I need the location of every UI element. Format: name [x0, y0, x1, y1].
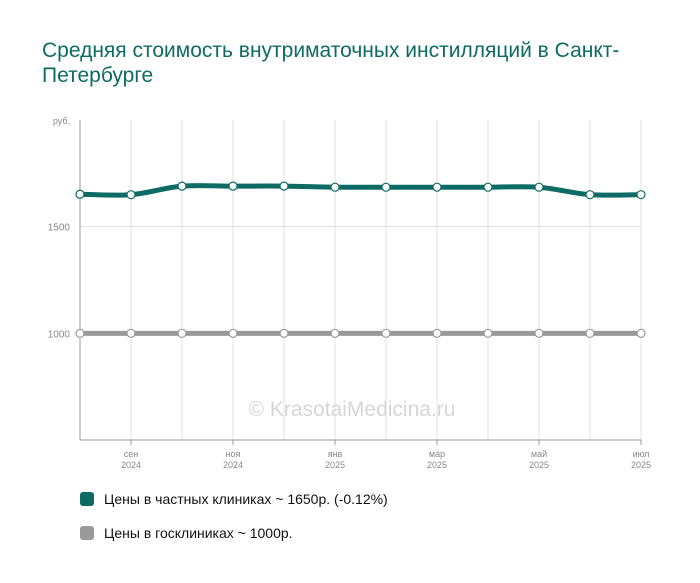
legend-item-private[interactable]: Цены в частных клиниках ~ 1650р. (-0.12%… [80, 488, 388, 510]
tick-labels: 10001500руб.сен2024ноя2024янв2025мар2025… [48, 116, 651, 470]
legend-label-private: Цены в частных клиниках ~ 1650р. (-0.12%… [104, 491, 388, 507]
data-point-private [432, 182, 442, 192]
y-tick-label: 1500 [48, 223, 71, 234]
legend-swatch-public [80, 526, 94, 540]
data-point-private [585, 190, 595, 200]
data-point-private [330, 182, 340, 192]
data-point-public [126, 328, 136, 338]
data-point-private [381, 182, 391, 192]
data-point-public [483, 328, 493, 338]
x-tick-year: 2025 [529, 460, 549, 470]
data-point-private [636, 190, 646, 200]
legend-item-public[interactable]: Цены в госклиниках ~ 1000р. [80, 522, 388, 544]
data-point-private [483, 182, 493, 192]
x-tick-label: май [531, 449, 547, 459]
y-unit-label: руб. [53, 116, 70, 126]
axes [79, 120, 642, 445]
x-tick-label: мар [429, 449, 445, 459]
x-tick-year: 2024 [121, 460, 141, 470]
x-tick-year: 2025 [631, 460, 651, 470]
legend-swatch-private [80, 492, 94, 506]
chart-title: Средняя стоимость внутриматочных инстилл… [42, 39, 620, 87]
data-point-public [279, 328, 289, 338]
data-point-public [534, 328, 544, 338]
y-tick-label: 1000 [48, 329, 71, 340]
legend: Цены в частных клиниках ~ 1650р. (-0.12%… [80, 488, 388, 556]
data-point-public [75, 328, 85, 338]
x-tick-label: сен [124, 449, 139, 459]
watermark-text: © KrasotaiMedicina.ru [249, 398, 456, 421]
data-point-public [228, 328, 238, 338]
data-point-public [177, 328, 187, 338]
legend-label-public: Цены в госклиниках ~ 1000р. [104, 525, 293, 541]
x-tick-year: 2025 [325, 460, 345, 470]
line-chart: 10001500руб.сен2024ноя2024янв2025мар2025… [48, 116, 651, 470]
grid-lines [79, 120, 642, 440]
x-tick-label: ноя [226, 449, 241, 459]
data-point-private [228, 181, 238, 191]
data-point-private [177, 181, 187, 191]
x-tick-year: 2025 [427, 460, 447, 470]
data-point-public [330, 328, 340, 338]
data-point-public [636, 328, 646, 338]
x-tick-year: 2024 [223, 460, 243, 470]
data-point-public [432, 328, 442, 338]
x-tick-label: июл [633, 449, 650, 459]
series-lines [75, 181, 646, 338]
data-point-private [126, 190, 136, 200]
data-point-private [75, 189, 85, 199]
series-line-private [77, 183, 644, 198]
data-point-public [585, 328, 595, 338]
x-tick-label: янв [328, 449, 343, 459]
data-point-private [279, 181, 289, 191]
data-point-public [381, 328, 391, 338]
data-point-private [534, 182, 544, 192]
